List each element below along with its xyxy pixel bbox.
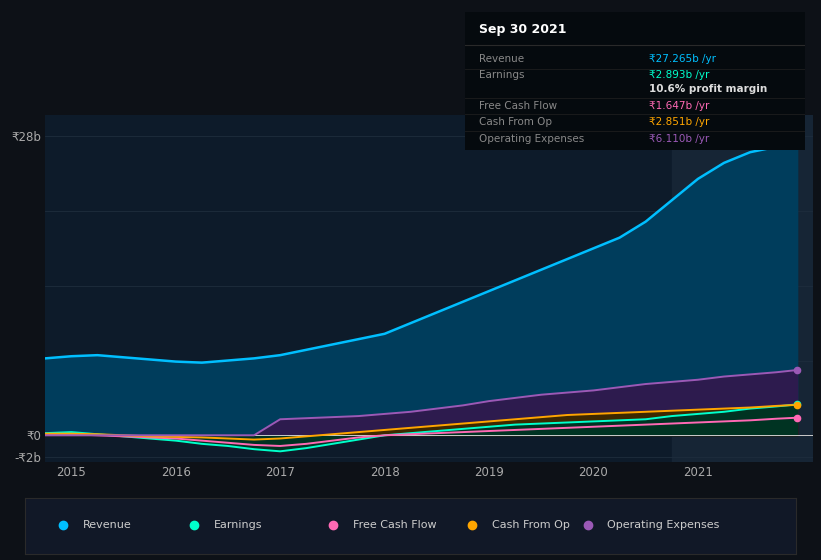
Text: Free Cash Flow: Free Cash Flow — [353, 520, 436, 530]
Text: Operating Expenses: Operating Expenses — [479, 134, 584, 144]
Text: ₹1.647b /yr: ₹1.647b /yr — [649, 101, 709, 111]
Text: ₹27.265b /yr: ₹27.265b /yr — [649, 54, 716, 64]
Text: Cash From Op: Cash From Op — [492, 520, 570, 530]
Text: Earnings: Earnings — [479, 71, 524, 81]
Text: Operating Expenses: Operating Expenses — [608, 520, 720, 530]
Text: Free Cash Flow: Free Cash Flow — [479, 101, 557, 111]
Text: ₹2.851b /yr: ₹2.851b /yr — [649, 118, 709, 128]
Text: ₹2.893b /yr: ₹2.893b /yr — [649, 71, 709, 81]
Bar — [672, 115, 813, 462]
Text: ₹6.110b /yr: ₹6.110b /yr — [649, 134, 709, 144]
Text: 10.6% profit margin: 10.6% profit margin — [649, 84, 767, 94]
Text: Revenue: Revenue — [479, 54, 524, 64]
Text: Revenue: Revenue — [83, 520, 131, 530]
Text: Earnings: Earnings — [213, 520, 262, 530]
Text: Cash From Op: Cash From Op — [479, 118, 552, 128]
Text: Sep 30 2021: Sep 30 2021 — [479, 24, 566, 36]
